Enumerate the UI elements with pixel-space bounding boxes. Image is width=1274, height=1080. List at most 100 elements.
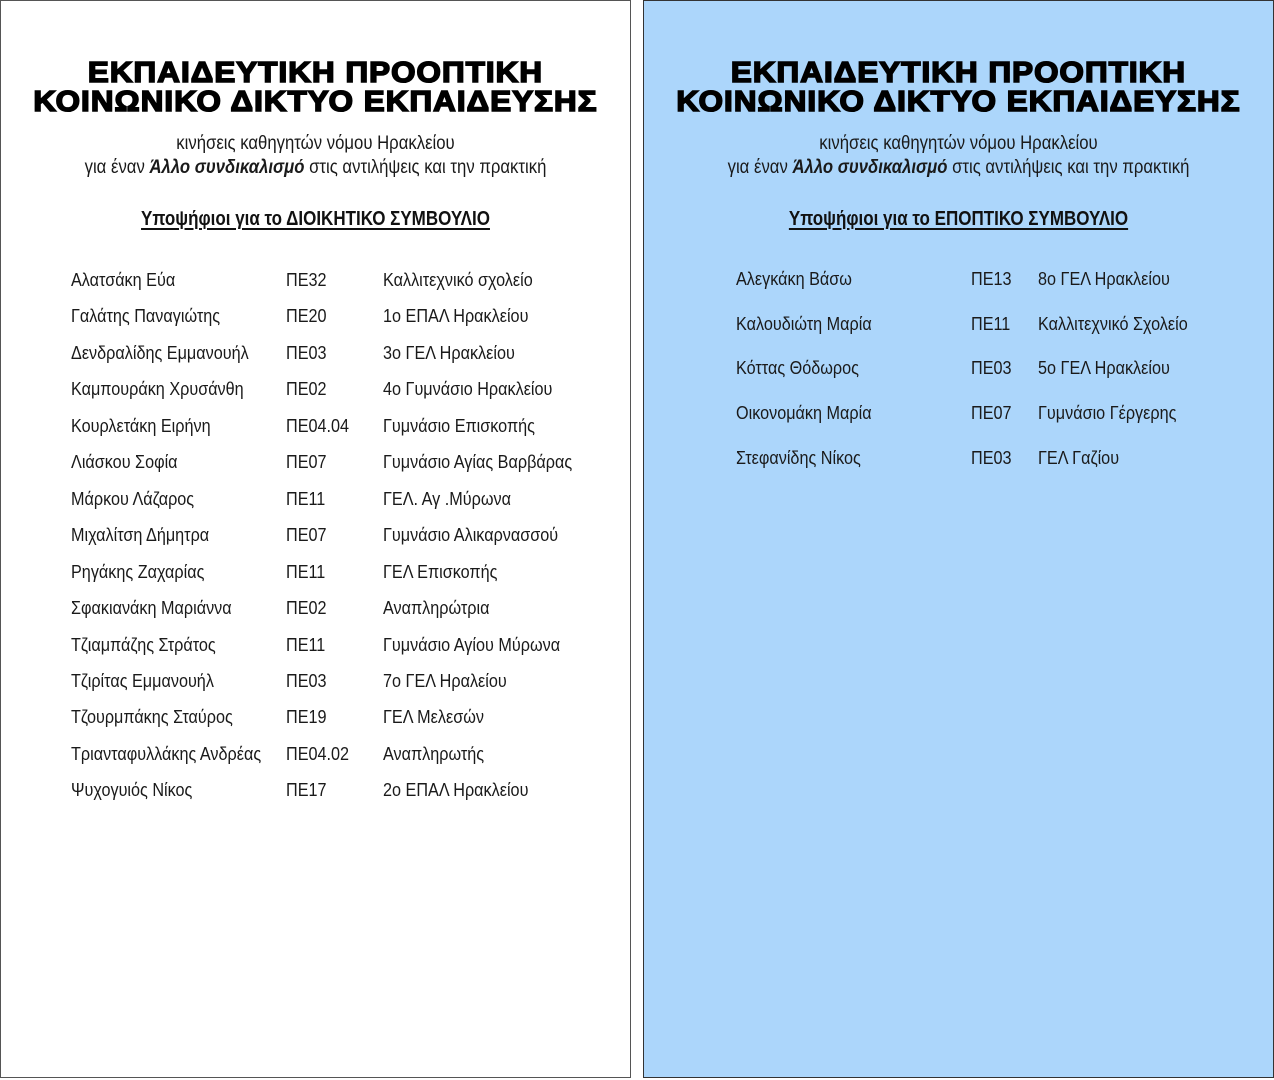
candidate-name: Ρηγάκης Ζαχαρίας (71, 561, 205, 582)
candidate-name: Κόττας Θόδωρος (736, 358, 859, 379)
candidate-school: ΓΕΛ. Αγ .Μύρωνα (383, 488, 511, 509)
candidate-school: 7ο ΓΕΛ Ηραλείου (383, 670, 507, 691)
candidate-name: Στεφανίδης Νίκος (736, 447, 861, 468)
candidate-school: ΓΕΛ Επισκοπής (383, 561, 498, 582)
candidate-row: Μιχαλίτση Δήμητρα ΠΕ07 Γυμνάσιο Αλικαρνασσ… (1, 523, 630, 547)
candidate-school: Γυμνάσιο Επισκοπής (383, 415, 535, 436)
candidate-row: Τζιρίτας Εμμανουήλ ΠΕ03 7ο ΓΕΛ Ηραλείου (1, 669, 630, 693)
candidate-school: Καλλιτεχνικό Σχολείο (1038, 313, 1188, 334)
candidate-row: Γαλάτης Παναγιώτης ΠΕ20 1ο ΕΠΑΛ Ηρακλείου (1, 304, 630, 328)
candidate-name: Κουρλετάκη Ειρήνη (71, 415, 211, 436)
candidate-school: 4ο Γυμνάσιο Ηρακλείου (383, 379, 553, 400)
candidate-name: Δενδραλίδης Εμμανουήλ (71, 342, 249, 363)
candidate-school: Γυμνάσιο Γέργερης (1038, 403, 1177, 424)
subtitle-line1: κινήσεις καθηγητών νόμου Ηρακλείου (176, 133, 455, 154)
candidate-name: Τριανταφυλλάκης Ανδρέας (71, 743, 262, 764)
candidate-code: ΠΕ17 (286, 780, 327, 801)
candidate-school: Γυμνάσιο Αγίας Βαρβάρας (383, 452, 573, 473)
candidate-name: Λιάσκου Σοφία (71, 452, 178, 473)
candidate-school: ΓΕΛ Γαζίου (1038, 447, 1120, 468)
candidate-row: Καλουδιώτη Μαρία ΠΕ11 Καλλιτεχνικό Σχολείο (644, 312, 1273, 336)
subtitle-emphasis: Άλλο συνδικαλισμό (149, 157, 305, 178)
candidate-row: Κουρλετάκη Ειρήνη ΠΕ04.04 Γυμνάσιο Επισκοπ… (1, 414, 630, 438)
candidate-row: Μάρκου Λάζαρος ΠΕ11 ΓΕΛ. Αγ .Μύρωνα (1, 487, 630, 511)
candidate-name: Καμπουράκη Χρυσάνθη (71, 379, 244, 400)
candidate-name: Ψυχογυιός Νίκος (71, 780, 193, 801)
candidate-code: ΠΕ03 (286, 670, 327, 691)
candidate-school: Αναπληρώτρια (383, 598, 490, 619)
candidate-row: Κόττας Θόδωρος ΠΕ03 5ο ΓΕΛ Ηρακλείου (644, 356, 1273, 380)
candidate-row: Αλατσάκη Εύα ΠΕ32 Καλλιτεχνικό σχολείο (1, 268, 630, 292)
candidate-school: Καλλιτεχνικό σχολείο (383, 270, 533, 290)
candidate-code: ΠΕ32 (286, 270, 327, 290)
candidate-code: ΠΕ11 (286, 561, 326, 582)
candidate-code: ΠΕ04.04 (286, 415, 350, 436)
candidate-row: Οικονομάκη Μαρία ΠΕ07 Γυμνάσιο Γέργερης (644, 401, 1273, 425)
candidate-name: Αλατσάκη Εύα (71, 270, 176, 290)
candidate-school: Γυμνάσιο Αλικαρνασσού (383, 525, 559, 546)
candidate-row: Λιάσκου Σοφία ΠΕ07 Γυμνάσιο Αγίας Βαρβάρας (1, 450, 630, 474)
heading-text: Υποψήφιοι για το ΔΙΟΙΚΗΤΙΚΟ ΣΥΜΒΟΥΛΙΟ (141, 208, 490, 230)
candidate-name: Τζιρίτας Εμμανουήλ (71, 670, 214, 691)
subtitle-line2: για έναν Άλλο συνδικαλισμό στις αντιλήψε… (682, 157, 1236, 179)
candidate-school: Αναπληρωτής (383, 743, 485, 764)
candidate-school: 8ο ΓΕΛ Ηρακλείου (1038, 269, 1170, 289)
candidate-code: ΠΕ04.02 (286, 743, 350, 764)
candidate-name: Γαλάτης Παναγιώτης (71, 306, 221, 327)
subtitle-text: στις αντιλήψεις και την πρακτική (947, 157, 1190, 178)
subtitle-text: στις αντιλήψεις και την πρακτική (304, 157, 547, 178)
candidate-school: Γυμνάσιο Αγίου Μύρωνα (383, 634, 561, 655)
candidate-code: ΠΕ03 (971, 358, 1012, 379)
candidate-code: ΠΕ02 (286, 379, 327, 400)
right-ballot-page: ΕΚΠΑΙΔΕΥΤΙΚΗ ΠΡΟΟΠΤΙΚΗ ΚΟΙΝΩΝΙΚΟ ΔΙΚΤΥΟ … (643, 0, 1274, 1078)
candidate-name: Τζιαμπάζης Στράτος (71, 634, 216, 655)
candidate-row: Τζιαμπάζης Στράτος ΠΕ11 Γυμνάσιο Αγίου Μύρ… (1, 633, 630, 657)
candidate-row: Δενδραλίδης Εμμανουήλ ΠΕ03 3ο ΓΕΛ Ηρακλείο… (1, 341, 630, 365)
candidate-name: Μάρκου Λάζαρος (71, 488, 195, 509)
title-line2: ΚΟΙΝΩΝΙΚΟ ΔΙΚΤΥΟ ΕΚΠΑΙΔΕΥΣΗΣ (32, 86, 598, 118)
candidate-code: ΠΕ11 (286, 634, 326, 655)
title-line2: ΚΟΙΝΩΝΙΚΟ ΔΙΚΤΥΟ ΕΚΠΑΙΔΕΥΣΗΣ (675, 86, 1241, 118)
candidate-name: Μιχαλίτση Δήμητρα (71, 525, 210, 546)
candidate-name: Τζουρμπάκης Σταύρος (71, 707, 233, 728)
section-heading: Υποψήφιοι για το ΔΙΟΙΚΗΤΙΚΟ ΣΥΜΒΟΥΛΙΟ (48, 207, 583, 231)
candidate-code: ΠΕ11 (286, 488, 326, 509)
candidate-code: ΠΕ02 (286, 598, 327, 619)
candidate-school: 3ο ΓΕΛ Ηρακλείου (383, 342, 515, 363)
section-heading: Υποψήφιοι για το ΕΠΟΠΤΙΚΟ ΣΥΜΒΟΥΛΙΟ (691, 207, 1226, 231)
candidate-code: ΠΕ11 (971, 313, 1011, 334)
candidate-row: Καμπουράκη Χρυσάνθη ΠΕ02 4ο Γυμνάσιο Ηρακλ… (1, 377, 630, 401)
subtitle-line2: για έναν Άλλο συνδικαλισμό στις αντιλήψε… (39, 157, 593, 179)
candidate-code: ΠΕ07 (286, 525, 327, 546)
candidate-code: ΠΕ03 (286, 342, 327, 363)
candidate-name: Οικονομάκη Μαρία (736, 403, 872, 424)
subtitle-emphasis: Άλλο συνδικαλισμό (792, 157, 948, 178)
candidate-code: ΠΕ13 (971, 269, 1012, 289)
candidate-name: Σφακιανάκη Μαριάννα (71, 598, 232, 619)
candidate-school: 1ο ΕΠΑΛ Ηρακλείου (383, 306, 529, 327)
candidate-row: Τζουρμπάκης Σταύρος ΠΕ19 ΓΕΛ Μελεσών (1, 705, 630, 729)
candidate-code: ΠΕ07 (971, 403, 1012, 424)
candidate-code: ΠΕ19 (286, 707, 327, 728)
candidate-row: Στεφανίδης Νίκος ΠΕ03 ΓΕΛ Γαζίου (644, 446, 1273, 470)
candidate-school: 2ο ΕΠΑΛ Ηρακλείου (383, 780, 529, 801)
candidate-code: ΠΕ07 (286, 452, 327, 473)
subtitle-line1: κινήσεις καθηγητών νόμου Ηρακλείου (819, 133, 1098, 154)
title-line1: ΕΚΠΑΙΔΕΥΤΙΚΗ ΠΡΟΟΠΤΙΚΗ (87, 57, 544, 89)
candidate-name: Αλεγκάκη Βάσω (736, 269, 852, 289)
candidate-row: Τριανταφυλλάκης Ανδρέας ΠΕ04.02 Αναπληρωτή… (1, 742, 630, 766)
candidate-school: ΓΕΛ Μελεσών (383, 707, 484, 728)
candidate-school: 5ο ΓΕΛ Ηρακλείου (1038, 358, 1170, 379)
candidate-row: Σφακιανάκη Μαριάννα ΠΕ02 Αναπληρώτρια (1, 596, 630, 620)
candidate-row: Αλεγκάκη Βάσω ΠΕ13 8ο ΓΕΛ Ηρακλείου (644, 267, 1273, 291)
candidate-row: Ψυχογυιός Νίκος ΠΕ17 2ο ΕΠΑΛ Ηρακλείου (1, 778, 630, 802)
title-line1: ΕΚΠΑΙΔΕΥΤΙΚΗ ΠΡΟΟΠΤΙΚΗ (730, 57, 1187, 89)
candidate-code: ΠΕ03 (971, 447, 1012, 468)
candidate-name: Καλουδιώτη Μαρία (736, 313, 872, 334)
subtitle-text: για έναν (727, 157, 793, 178)
candidate-code: ΠΕ20 (286, 306, 327, 327)
subtitle-text: για έναν (84, 157, 150, 178)
heading-text: Υποψήφιοι για το ΕΠΟΠΤΙΚΟ ΣΥΜΒΟΥΛΙΟ (788, 208, 1129, 230)
left-ballot-page: ΕΚΠΑΙΔΕΥΤΙΚΗ ΠΡΟΟΠΤΙΚΗ ΚΟΙΝΩΝΙΚΟ ΔΙΚΤΥΟ … (0, 0, 631, 1078)
candidate-row: Ρηγάκης Ζαχαρίας ΠΕ11 ΓΕΛ Επισκοπής (1, 560, 630, 584)
